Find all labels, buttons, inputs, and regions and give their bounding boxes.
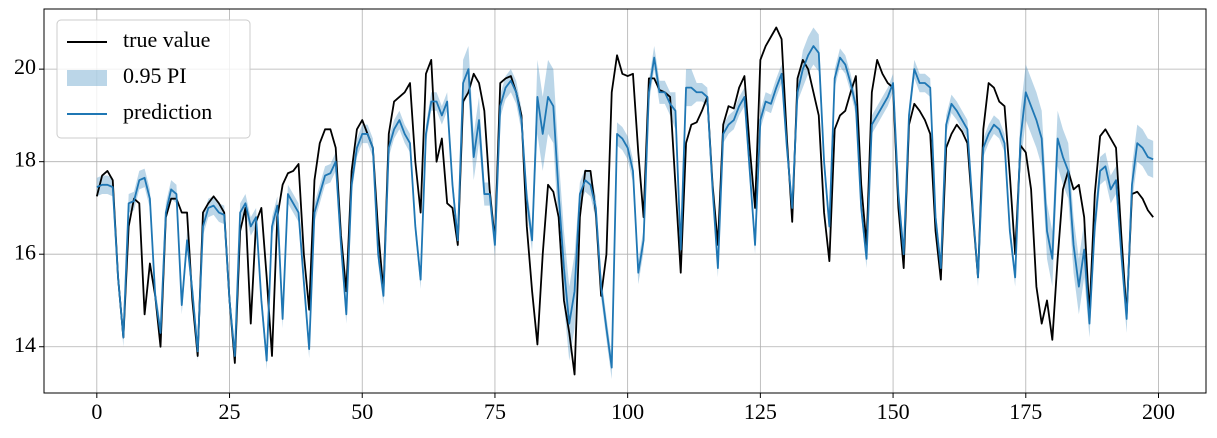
x-tick-label: 50 bbox=[351, 399, 373, 424]
x-tick-label: 100 bbox=[611, 399, 644, 424]
x-tick-label: 75 bbox=[484, 399, 506, 424]
x-tick-label: 125 bbox=[744, 399, 777, 424]
series-line bbox=[96, 45, 1154, 369]
y-tick-label: 14 bbox=[14, 332, 36, 357]
legend-swatch bbox=[67, 70, 107, 86]
y-tick-label: 20 bbox=[14, 54, 36, 79]
legend-label: prediction bbox=[123, 99, 212, 124]
legend-label: 0.95 PI bbox=[123, 63, 187, 88]
series-line bbox=[95, 26, 1154, 376]
x-tick-label: 0 bbox=[91, 399, 102, 424]
legend-box bbox=[56, 19, 251, 139]
x-tick-label: 175 bbox=[1009, 399, 1042, 424]
y-tick-label: 18 bbox=[14, 147, 36, 172]
x-tick-label: 25 bbox=[219, 399, 241, 424]
legend: true value 0.95 PI prediction bbox=[56, 19, 251, 139]
legend-label: true value bbox=[123, 27, 210, 52]
y-tick-label: 16 bbox=[14, 239, 36, 264]
axes-frame bbox=[43, 8, 1207, 394]
x-tick-label: 150 bbox=[877, 399, 910, 424]
plot-data bbox=[95, 26, 1154, 380]
prediction-interval bbox=[96, 27, 1154, 380]
x-tick-label: 200 bbox=[1142, 399, 1175, 424]
ticks: 0 25 50 75 100 125 150 175 200 14 16 18 20 bbox=[14, 54, 1175, 424]
